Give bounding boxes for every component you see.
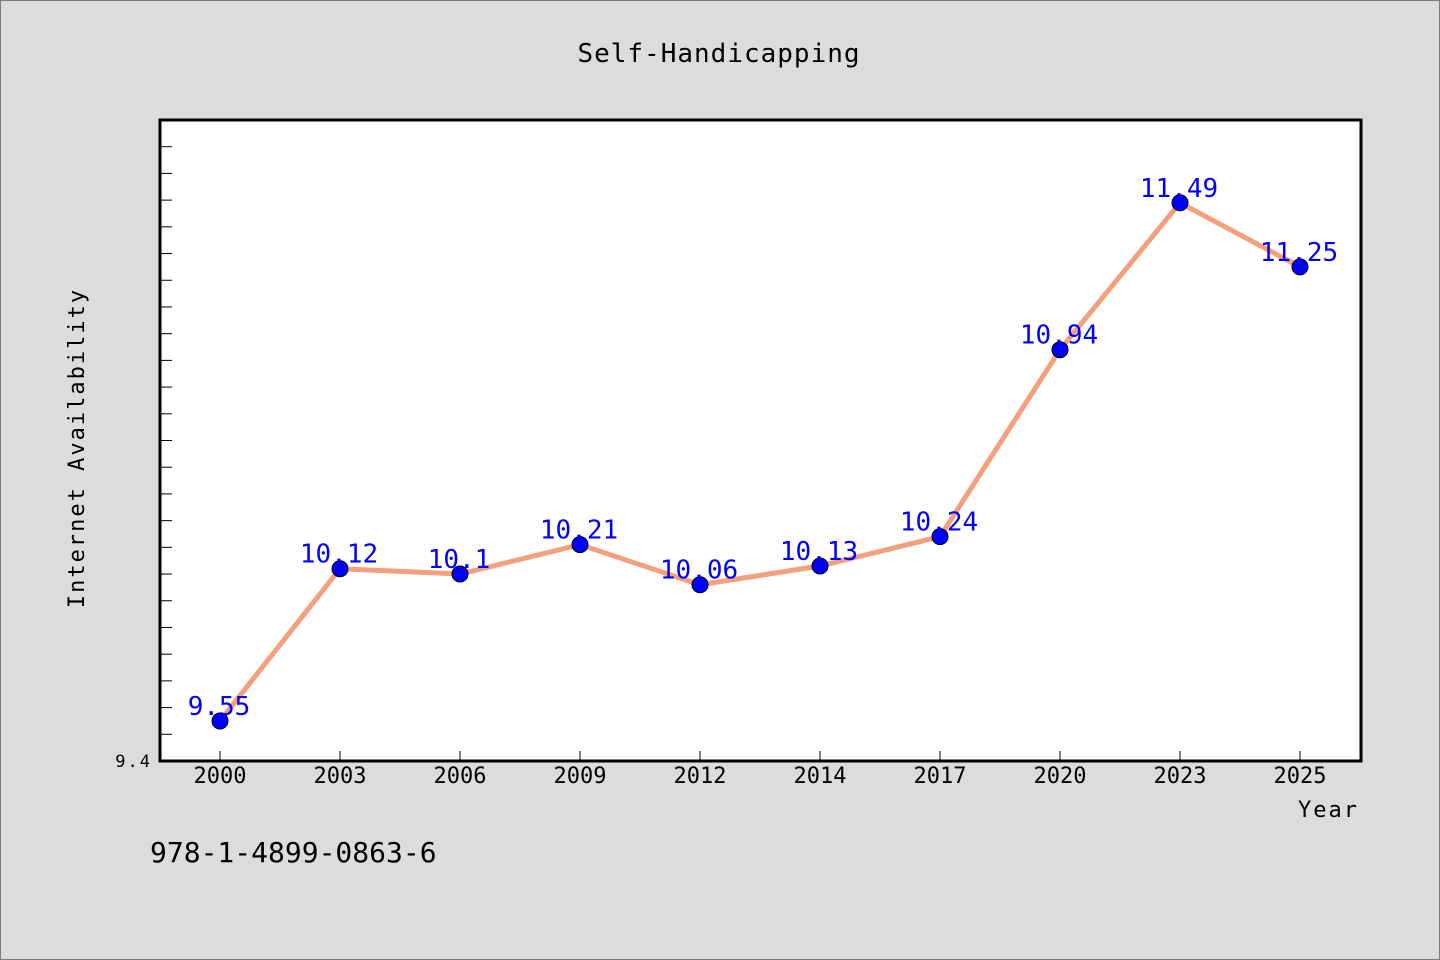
data-label: 11.49 <box>1140 174 1218 204</box>
data-point <box>931 528 949 546</box>
x-tick-label: 2025 <box>1274 764 1327 789</box>
x-tick-label: 2014 <box>794 764 847 789</box>
data-label: 10.1 <box>428 545 491 575</box>
series-group: 9.55 10.12 10.1 10.21 10.06 10.13 10.24 10.94 11… <box>188 174 1338 730</box>
y-tick-label: 9.4 <box>115 752 152 772</box>
y-axis: 9.4 <box>115 146 172 772</box>
data-label: 10.06 <box>660 556 738 586</box>
x-tick-label: 2012 <box>674 764 727 789</box>
data-point <box>211 712 229 730</box>
data-point <box>451 565 469 583</box>
x-axis-label: Year <box>1298 798 1359 823</box>
data-label: 10.12 <box>300 540 378 570</box>
data-label: 9.55 <box>188 692 251 722</box>
chart-title: Self-Handicapping <box>577 39 860 69</box>
x-axis: 2000 2003 2006 2009 2012 2014 2017 2020 2023 2025 <box>194 751 1327 789</box>
x-tick-label: 2003 <box>314 764 367 789</box>
data-point <box>691 576 709 594</box>
data-point <box>1291 258 1309 276</box>
data-point <box>571 536 589 554</box>
x-tick-label: 2006 <box>434 764 487 789</box>
data-point <box>331 560 349 578</box>
data-label: 11.25 <box>1260 238 1338 268</box>
data-label: 10.21 <box>540 516 618 546</box>
y-axis-label: Internet Availability <box>65 288 90 608</box>
x-tick-label: 2000 <box>194 764 247 789</box>
x-tick-label: 2020 <box>1034 764 1087 789</box>
data-point <box>1051 341 1069 359</box>
data-point <box>1171 194 1189 212</box>
series-line <box>218 200 1302 723</box>
data-point <box>811 557 829 575</box>
x-tick-label: 2017 <box>914 764 967 789</box>
x-tick-label: 2023 <box>1154 764 1207 789</box>
data-label: 10.13 <box>780 537 858 567</box>
x-tick-label: 2009 <box>554 764 607 789</box>
plot-border <box>158 118 1363 763</box>
plot-area <box>160 120 1361 761</box>
data-label: 10.24 <box>900 508 978 538</box>
data-label: 10.94 <box>1020 321 1098 351</box>
isbn-text: 978-1-4899-0863-6 <box>150 836 437 869</box>
